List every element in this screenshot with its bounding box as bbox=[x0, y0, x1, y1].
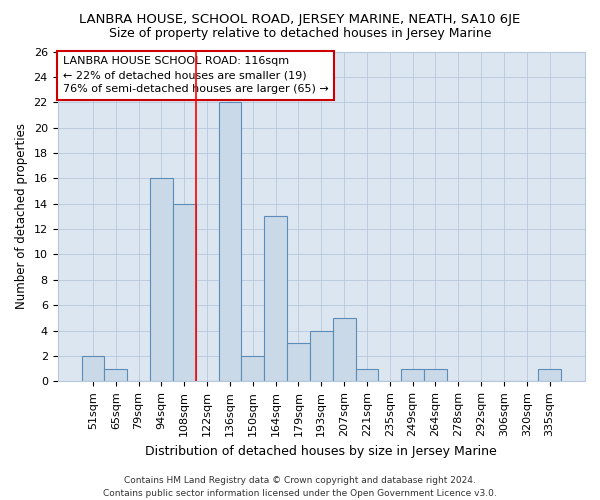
Bar bbox=[241, 356, 264, 382]
Bar bbox=[356, 368, 379, 382]
Bar bbox=[82, 356, 104, 382]
Bar bbox=[310, 330, 332, 382]
Bar bbox=[332, 318, 356, 382]
Bar bbox=[287, 344, 310, 382]
Bar bbox=[150, 178, 173, 382]
Text: Contains HM Land Registry data © Crown copyright and database right 2024.
Contai: Contains HM Land Registry data © Crown c… bbox=[103, 476, 497, 498]
Bar bbox=[538, 368, 561, 382]
Y-axis label: Number of detached properties: Number of detached properties bbox=[15, 124, 28, 310]
Bar bbox=[218, 102, 241, 382]
Bar bbox=[173, 204, 196, 382]
Text: LANBRA HOUSE SCHOOL ROAD: 116sqm
← 22% of detached houses are smaller (19)
76% o: LANBRA HOUSE SCHOOL ROAD: 116sqm ← 22% o… bbox=[63, 56, 329, 94]
X-axis label: Distribution of detached houses by size in Jersey Marine: Distribution of detached houses by size … bbox=[145, 444, 497, 458]
Bar bbox=[104, 368, 127, 382]
Text: LANBRA HOUSE, SCHOOL ROAD, JERSEY MARINE, NEATH, SA10 6JE: LANBRA HOUSE, SCHOOL ROAD, JERSEY MARINE… bbox=[79, 12, 521, 26]
Bar bbox=[401, 368, 424, 382]
Bar bbox=[424, 368, 447, 382]
Text: Size of property relative to detached houses in Jersey Marine: Size of property relative to detached ho… bbox=[109, 28, 491, 40]
Bar bbox=[264, 216, 287, 382]
